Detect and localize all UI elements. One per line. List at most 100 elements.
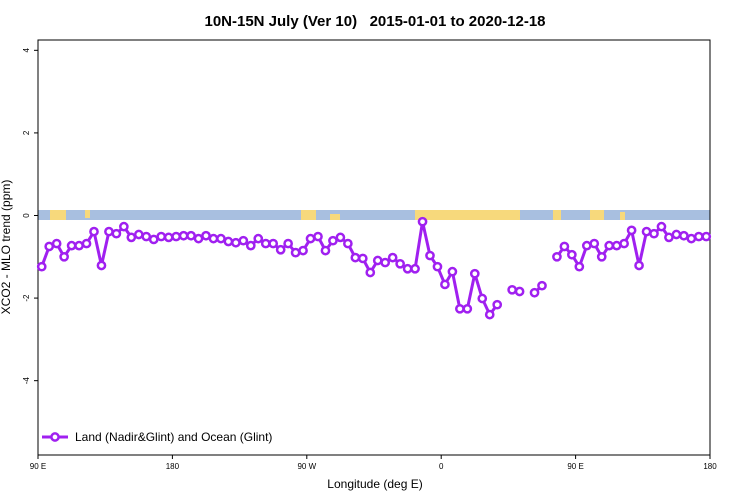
data-point [216,233,226,244]
data-point [619,238,629,249]
data-point [328,235,338,246]
data-point [275,244,286,255]
data-point [335,232,346,243]
x-tick-label: 180 [703,462,717,471]
data-point [567,249,577,260]
data-point [298,245,308,256]
data-point [119,221,129,232]
data-point [260,238,271,249]
data-point [141,231,152,242]
data-point [36,261,47,272]
data-point [74,240,84,251]
data-point [641,226,652,237]
y-axis-label: XCO2 - MLO trend (ppm) [0,180,13,315]
data-point [469,268,480,279]
plot-frame [37,39,711,456]
data-point [455,303,465,314]
data-point [313,231,323,242]
data-point [163,232,174,243]
data-point [223,236,234,247]
data-point [649,228,659,239]
data-point [245,240,256,251]
x-tick-label: 90 E [30,462,46,471]
data-point [178,230,189,241]
data-point [596,251,607,262]
x-tick-label: 90 E [567,462,583,471]
data-point [387,252,398,263]
data-point [626,225,637,236]
data-point [357,253,368,264]
data-point [305,233,316,244]
data-point [664,232,674,243]
data-point [574,261,585,272]
x-tick-label: 180 [166,462,180,471]
data-point [148,234,159,245]
data-point [372,255,383,266]
data-point [425,250,435,261]
data-point [537,280,547,291]
data-point [529,287,540,298]
data-point [96,260,107,271]
data-point [380,257,391,268]
data-point [89,226,99,237]
data-point [462,303,473,314]
data-point [514,286,525,297]
y-tick-label: 4 [22,48,31,53]
land-ocean-strip [38,210,710,220]
x-axis-label: Longitude (deg E) [327,477,422,491]
data-point [671,229,682,240]
x-tick-label: 90 W [297,462,316,471]
data-point [492,299,503,310]
data-point [59,251,69,262]
data-point [440,279,450,290]
data-point [156,231,167,242]
data-point [126,232,137,243]
data-point [417,216,428,227]
data-point [343,238,353,249]
data-point [350,252,361,263]
data-point [693,231,704,242]
data-point [290,247,301,258]
y-tick-label: 2 [22,130,31,135]
data-point [320,245,331,256]
x-tick-label: 0 [439,462,444,471]
data-point [507,284,517,295]
legend-label: Land (Nadir&Glint) and Ocean (Glint) [75,430,272,444]
data-point [111,228,122,239]
data-point [133,229,144,240]
data-point [581,240,592,251]
data-point [171,231,181,242]
legend: Land (Nadir&Glint) and Ocean (Glint) [42,430,272,444]
data-point [634,260,644,271]
data-point [238,235,249,246]
data-point [268,238,279,249]
data-point [395,258,405,269]
chart-title: 10N-15N July (Ver 10) 2015-01-01 to 2020… [204,13,545,30]
data-point [679,230,689,241]
y-tick-label: -2 [22,294,31,302]
data-point [283,238,293,249]
data-point [432,261,443,272]
legend-marker [50,432,60,442]
data-point [484,309,495,320]
data-point [186,230,196,241]
data-point [611,240,622,251]
data-point [201,230,211,241]
y-tick-label: 0 [22,213,31,218]
data-point [231,237,241,248]
data-point [44,241,55,252]
data-point [410,263,420,274]
data-point [81,238,92,249]
data-point [365,267,376,278]
data-point [51,238,62,249]
data-point [701,231,712,242]
data-point [447,266,458,277]
data-point [104,226,114,237]
data-point [402,263,413,274]
y-tick-label: -4 [22,377,31,385]
data-point [589,238,600,249]
data-point [656,221,667,232]
data-point [66,240,77,251]
data-point [552,251,562,262]
